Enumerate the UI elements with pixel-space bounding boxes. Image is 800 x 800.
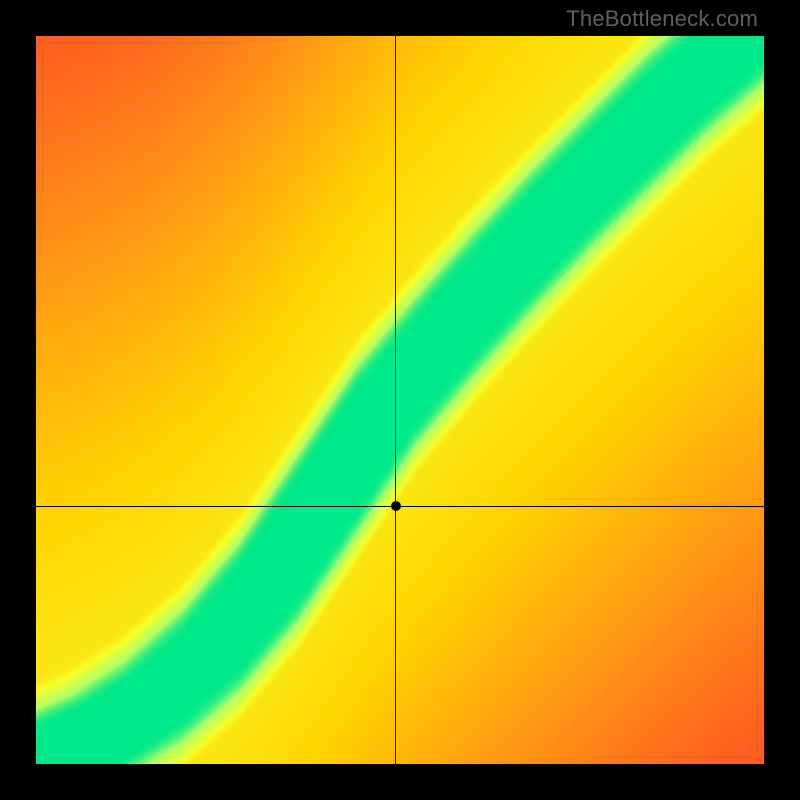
heatmap-canvas <box>36 36 764 764</box>
watermark-text: TheBottleneck.com <box>566 6 758 32</box>
selection-marker[interactable] <box>391 501 401 511</box>
crosshair-vertical <box>395 36 396 764</box>
bottleneck-heatmap <box>36 36 764 764</box>
